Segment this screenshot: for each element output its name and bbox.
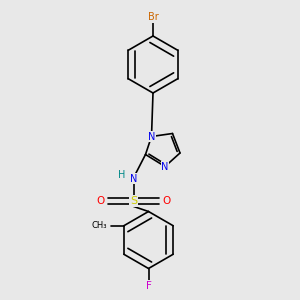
Text: F: F <box>146 281 152 291</box>
Text: N: N <box>161 161 169 172</box>
Text: CH₃: CH₃ <box>91 221 107 230</box>
Text: O: O <box>163 196 171 206</box>
Text: O: O <box>96 196 104 206</box>
Text: H: H <box>118 170 125 181</box>
Text: N: N <box>130 173 137 184</box>
Text: Br: Br <box>148 12 158 22</box>
Text: N: N <box>148 131 155 142</box>
Text: S: S <box>130 196 137 206</box>
